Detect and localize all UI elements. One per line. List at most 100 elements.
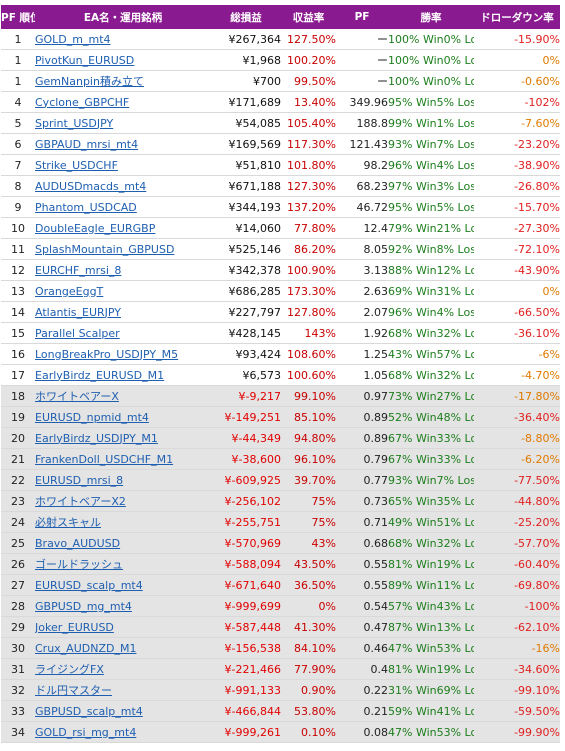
table-row: 27 EURUSD_scalp_mt4 ¥-671,640 36.50% 0.55 89%… [1, 574, 560, 596]
rank-cell: 9 [1, 196, 35, 218]
ea-name-link[interactable]: GBPUSD_mg_mt4 [35, 599, 132, 613]
profit-cell: ¥-156,538 [211, 637, 281, 659]
ea-name-link[interactable]: Cyclone_GBPCHF [35, 95, 130, 109]
table-row: 20 EarlyBirdz_USDJPY_M1 ¥-44,349 94.80% 0.89… [1, 427, 560, 449]
ea-name-link[interactable]: GBPUSD_scalp_mt4 [35, 704, 143, 718]
ea-name-link[interactable]: GemNanpin積み立て [35, 75, 144, 88]
return-cell: 13.40% [281, 91, 336, 113]
pf-cell: 0.77 [336, 469, 388, 491]
rank-cell: 6 [1, 133, 35, 155]
ea-name-cell: OrangeEggT [35, 280, 211, 302]
header-return-rate: 収益率 [281, 5, 336, 29]
ea-name-link[interactable]: Strike_USDCHF [35, 158, 118, 172]
ea-name-cell: EarlyBirdz_EURUSD_M1 [35, 364, 211, 386]
pf-cell: 0.08 [336, 721, 388, 743]
table-row: 34 GOLD_rsi_mg_mt4 ¥-999,261 0.10% 0.08 47% W… [1, 721, 560, 743]
table-row: 16 LongBreakPro_USDJPY_M5 ¥93,424 108.60% 1.… [1, 343, 560, 365]
return-cell: 75% [281, 511, 336, 533]
ea-name-link[interactable]: EURUSD_npmid_mt4 [35, 410, 149, 424]
table-row: 28 GBPUSD_mg_mt4 ¥-999,699 0% 0.54 57% Win43%… [1, 595, 560, 617]
drawdown-cell: -34.60% [474, 658, 560, 680]
pf-cell: 46.72 [336, 196, 388, 218]
pf-cell: 0.89 [336, 406, 388, 428]
profit-cell: ¥-255,751 [211, 511, 281, 533]
ea-name-cell: GOLD_rsi_mg_mt4 [35, 721, 211, 743]
rank-cell: 23 [1, 490, 35, 512]
profit-cell: ¥14,060 [211, 217, 281, 239]
return-cell: 53.80% [281, 700, 336, 722]
profit-cell: ¥54,085 [211, 112, 281, 134]
table-row: 29 Joker_EURUSD ¥-587,448 41.30% 0.47 87% Win… [1, 616, 560, 638]
rank-cell: 1 [1, 49, 35, 71]
return-cell: 85.10% [281, 406, 336, 428]
ea-name-link[interactable]: GOLD_rsi_mg_mt4 [35, 725, 137, 739]
ea-name-link[interactable]: ゴールドラッシュ [35, 558, 123, 571]
ea-name-link[interactable]: Joker_EURUSD [35, 620, 114, 634]
drawdown-cell: -60.40% [474, 553, 560, 575]
win-rate-cell: 88% Win12% Loss [388, 259, 474, 281]
drawdown-cell: -69.80% [474, 574, 560, 596]
win-rate-cell: 59% Win41% Loss [388, 700, 474, 722]
rank-cell: 4 [1, 91, 35, 113]
return-cell: 99.10% [281, 385, 336, 407]
profit-cell: ¥700 [211, 70, 281, 92]
header-ea-name: EA名・運用銘柄 [35, 5, 211, 29]
ea-name-cell: Cyclone_GBPCHF [35, 91, 211, 113]
pf-cell: 0.4 [336, 658, 388, 680]
drawdown-cell: 0% [474, 49, 560, 71]
ea-name-link[interactable]: EURCHF_mrsi_8 [35, 263, 122, 277]
return-cell: 101.80% [281, 154, 336, 176]
ea-name-link[interactable]: ライジングFX [35, 663, 104, 676]
ea-name-link[interactable]: AUDUSDmacds_mt4 [35, 179, 147, 193]
rank-cell: 31 [1, 658, 35, 680]
win-rate-cell: 47% Win53% Loss [388, 721, 474, 743]
ea-name-link[interactable]: FrankenDoll_USDCHF_M1 [35, 452, 174, 466]
win-rate-cell: 49% Win51% Loss [388, 511, 474, 533]
ea-name-link[interactable]: Bravo_AUDUSD [35, 536, 121, 550]
rank-cell: 1 [1, 29, 35, 50]
ea-name-cell: 必射スキャル [35, 511, 211, 533]
ea-name-link[interactable]: GOLD_m_mt4 [35, 32, 111, 46]
return-cell: 77.80% [281, 217, 336, 239]
ea-name-link[interactable]: EURUSD_mrsi_8 [35, 473, 124, 487]
win-rate-cell: 100% Win0% Loss [388, 29, 474, 50]
ea-name-link[interactable]: EarlyBirdz_EURUSD_M1 [35, 368, 165, 382]
ea-name-link[interactable]: ホワイトベアーX2 [35, 495, 126, 508]
ea-name-link[interactable]: Phantom_USDCAD [35, 200, 137, 214]
profit-cell: ¥-570,969 [211, 532, 281, 554]
drawdown-cell: -0.60% [474, 70, 560, 92]
ea-name-link[interactable]: EURUSD_scalp_mt4 [35, 578, 143, 592]
return-cell: 143% [281, 322, 336, 344]
ea-name-link[interactable]: SplashMountain_GBPUSD [35, 242, 175, 256]
ea-name-cell: Bravo_AUDUSD [35, 532, 211, 554]
ea-name-link[interactable]: Parallel Scalper [35, 326, 120, 340]
return-cell: 43% [281, 532, 336, 554]
ea-name-link[interactable]: DoubleEagle_EURGBP [35, 221, 156, 235]
ea-name-link[interactable]: GBPAUD_mrsi_mt4 [35, 137, 139, 151]
ea-name-cell: Strike_USDCHF [35, 154, 211, 176]
ea-name-link[interactable]: Crux_AUDNZD_M1 [35, 641, 137, 655]
rank-cell: 16 [1, 343, 35, 365]
return-cell: 39.70% [281, 469, 336, 491]
ea-name-link[interactable]: 必射スキャル [35, 516, 101, 529]
win-rate-cell: 43% Win57% Loss [388, 343, 474, 365]
ea-name-link[interactable]: Atlantis_EURJPY [35, 305, 122, 319]
ea-name-link[interactable]: PivotKun_EURUSD [35, 53, 135, 67]
drawdown-cell: -57.70% [474, 532, 560, 554]
table-row: 21 FrankenDoll_USDCHF_M1 ¥-38,600 96.10% 0.7… [1, 448, 560, 470]
ea-name-cell: Atlantis_EURJPY [35, 301, 211, 323]
ea-name-link[interactable]: LongBreakPro_USDJPY_M5 [35, 347, 179, 361]
profit-cell: ¥-991,133 [211, 679, 281, 701]
ea-name-link[interactable]: OrangeEggT [35, 284, 104, 298]
ea-name-link[interactable]: Sprint_USDJPY [35, 116, 114, 130]
ea-name-cell: EURUSD_npmid_mt4 [35, 406, 211, 428]
ea-name-link[interactable]: EarlyBirdz_USDJPY_M1 [35, 431, 158, 445]
table-row: 14 Atlantis_EURJPY ¥227,797 127.80% 2.07 96% … [1, 301, 560, 323]
drawdown-cell: -15.70% [474, 196, 560, 218]
drawdown-cell: -77.50% [474, 469, 560, 491]
pf-cell: 0.21 [336, 700, 388, 722]
ea-name-link[interactable]: ドル円マスター [35, 684, 112, 697]
ea-name-cell: ドル円マスター [35, 679, 211, 701]
rank-cell: 18 [1, 385, 35, 407]
ea-name-link[interactable]: ホワイトベアーX [35, 390, 119, 403]
